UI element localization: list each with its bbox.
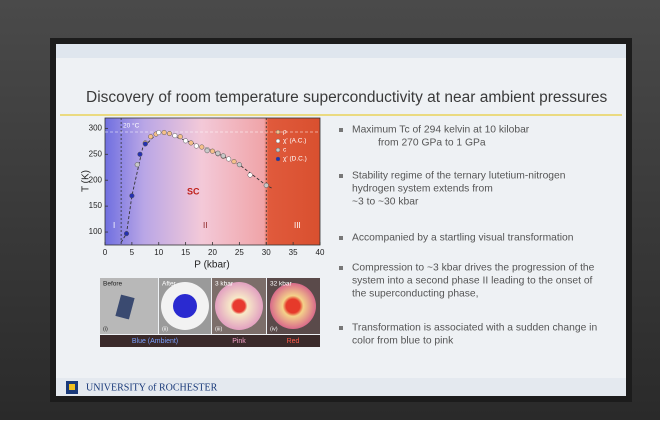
data-point (134, 162, 140, 168)
bullet-text: Stability regime of the ternary lutetium… (352, 171, 566, 182)
data-point (226, 156, 232, 162)
legend-swatch (275, 138, 281, 144)
phase-diagram: 0 5 10 15 20 25 30 35 40 100 150 200 250 300 20 °C ρ χ' … (89, 117, 325, 257)
footer-band (56, 378, 626, 396)
bullet-text: the superconducting phase, (352, 289, 479, 300)
y-tick-label: 200 (89, 175, 103, 184)
data-point (193, 143, 199, 149)
photo-index: (iv) (270, 326, 278, 332)
data-point (156, 129, 162, 136)
photo-index: (iii) (215, 326, 222, 332)
legend-label: χ' (D.C.) (283, 156, 307, 163)
photo-label: 32 kbar (270, 281, 293, 288)
data-point (220, 153, 226, 159)
sample-red (270, 283, 316, 329)
data-point (231, 158, 237, 165)
y-tick-label: 250 (89, 149, 103, 158)
bullet-marker (339, 266, 343, 270)
bullet-text: from 270 GPa to 1 GPa (378, 138, 486, 149)
y-axis-label: T (K) (81, 170, 92, 192)
region-label: SC (187, 186, 200, 196)
legend-label: ρ (283, 129, 287, 136)
bullet-text: color from blue to pink (352, 336, 454, 347)
bullet-text: system into a second phase II leading to… (352, 276, 593, 287)
bullet-text: Compression to ~3 kbar drives the progre… (352, 263, 595, 274)
bullet-marker (339, 326, 343, 330)
room-temperature-label: 20 °C (123, 122, 140, 130)
sample-blue (173, 294, 197, 318)
x-tick-label: 25 (235, 248, 244, 257)
data-point (209, 148, 216, 154)
slide-title: Discovery of room temperature supercondu… (86, 89, 607, 106)
bullet-text: Transformation is associated with a sudd… (352, 323, 597, 334)
x-axis-label: P (kbar) (194, 260, 229, 271)
photo-caption: Pink (232, 338, 246, 345)
legend-label: c (283, 147, 287, 154)
legend-label: χ' (A.C.) (283, 138, 306, 145)
x-tick-label: 20 (208, 248, 217, 257)
x-tick-label: 5 (130, 248, 135, 257)
photo-strip: Before After 3 kbar 32 kbar (i) (ii) (ii… (100, 278, 320, 347)
photo-index: (ii) (162, 326, 168, 332)
data-point (215, 150, 221, 156)
bullet-marker (339, 174, 343, 178)
y-tick-label: 100 (89, 227, 103, 236)
data-point (188, 140, 194, 146)
data-point (123, 231, 130, 237)
data-point (137, 151, 143, 157)
region-label: I (113, 221, 115, 230)
data-point (199, 144, 205, 150)
x-tick-label: 30 (262, 248, 271, 257)
data-point (148, 134, 154, 140)
data-point (183, 138, 189, 144)
photo-label: 3 kbar (215, 281, 234, 288)
bullet-text: ~3 to ~30 kbar (352, 197, 419, 208)
region-label: II (203, 221, 207, 230)
data-point (247, 172, 253, 178)
plot-background (105, 118, 320, 245)
bullet-marker (339, 236, 343, 240)
data-point (129, 193, 135, 199)
y-tick-label: 150 (89, 201, 103, 210)
photo-label: After (162, 281, 177, 288)
data-point (161, 129, 167, 136)
sample-crystal (115, 294, 135, 320)
data-point (263, 182, 269, 188)
bullet-text: Accompanied by a startling visual transf… (352, 233, 574, 244)
photo-caption: Red (287, 338, 300, 345)
photo-index: (i) (103, 326, 108, 332)
sample-pink (215, 282, 263, 330)
data-point (177, 134, 183, 140)
legend-swatch (275, 156, 281, 162)
caption-bar (100, 335, 320, 347)
slide-top-band (56, 44, 626, 58)
data-point (142, 141, 148, 147)
bullet-list: Maximum Tc of 294 kelvin at 10 kilobar fr… (339, 125, 597, 347)
x-tick-label: 40 (316, 248, 325, 257)
region-label: III (294, 221, 301, 230)
data-point (172, 133, 178, 139)
x-tick-label: 15 (181, 248, 190, 257)
x-tick-label: 10 (154, 248, 163, 257)
data-point (166, 131, 173, 137)
crest-detail (69, 384, 75, 390)
data-point (236, 162, 242, 168)
footer-text: UNIVERSITY of ROCHESTER (86, 382, 218, 393)
bullet-text: Maximum Tc of 294 kelvin at 10 kilobar (352, 125, 530, 136)
x-tick-label: 35 (289, 248, 298, 257)
photo-label: Before (103, 281, 123, 288)
y-tick-label: 300 (89, 123, 103, 132)
bullet-text: hydrogen system extends from (352, 184, 493, 195)
x-tick-label: 0 (103, 248, 108, 257)
data-point (204, 148, 210, 154)
photo-caption: Blue (Ambient) (132, 338, 178, 345)
legend-swatch (275, 129, 281, 135)
legend-swatch (275, 147, 281, 153)
bullet-marker (339, 128, 343, 132)
